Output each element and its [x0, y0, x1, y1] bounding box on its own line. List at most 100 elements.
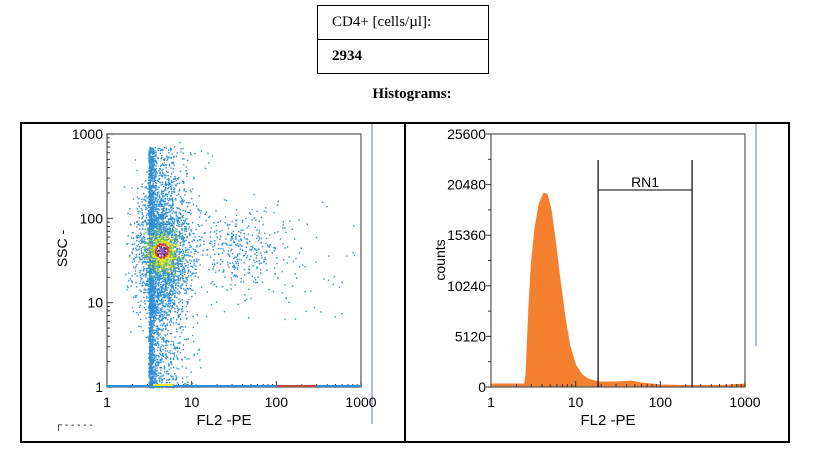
scatter-point: [143, 256, 145, 259]
scatter-point: [203, 240, 205, 243]
scatter-point: [153, 354, 156, 356]
scatter-point: [192, 232, 194, 235]
scatter-point: [165, 303, 167, 305]
scatter-point: [157, 271, 159, 274]
scatter-point: [204, 231, 207, 234]
scatter-point: [165, 221, 168, 223]
scatter-point: [172, 286, 174, 289]
scatter-point: [161, 316, 164, 318]
scatter-point: [154, 259, 156, 261]
scatter-point: [149, 180, 151, 182]
scatter-point: [156, 179, 159, 182]
scatter-point: [129, 278, 131, 280]
scatter-point: [172, 291, 174, 293]
scatter-point: [150, 276, 152, 279]
scatter-point: [171, 197, 174, 199]
scatter-point: [138, 306, 141, 308]
scatter-point: [160, 299, 163, 302]
scatter-point: [187, 228, 190, 230]
scatter-point: [183, 273, 186, 276]
scatter-point: [153, 336, 155, 338]
scatter-point: [189, 259, 191, 261]
scatter-point: [185, 292, 188, 294]
scatter-point: [152, 304, 154, 307]
scatter-point: [134, 267, 137, 269]
scatter-point: [128, 254, 131, 257]
scatter-point: [182, 147, 184, 150]
scatter-point: [228, 244, 230, 246]
scatter-point: [213, 283, 216, 286]
scatter-point: [159, 236, 161, 239]
scatter-point: [179, 300, 181, 302]
scatter-point: [161, 386, 163, 389]
scatter-point: [166, 350, 169, 352]
scatter-point: [160, 295, 162, 297]
scatter-point: [145, 254, 148, 256]
scatter-point: [148, 324, 151, 326]
scatter-point: [186, 201, 188, 204]
scatter-point: [153, 310, 155, 312]
scatter-point: [159, 275, 161, 278]
scatter-point: [153, 222, 155, 224]
scatter-point: [151, 300, 153, 303]
scatter-point: [159, 147, 161, 150]
scatter-point: [167, 202, 169, 204]
scatter-point: [164, 295, 167, 297]
scatter-point: [132, 231, 134, 234]
scatter-point: [155, 274, 157, 276]
scatter-point: [155, 279, 157, 281]
scatter-point: [139, 274, 142, 277]
scatter-point: [145, 317, 147, 319]
scatter-point: [147, 233, 149, 235]
scatter-point: [160, 191, 163, 193]
scatter-point: [236, 275, 238, 278]
scatter-point: [149, 248, 151, 250]
scatter-point: [241, 249, 244, 251]
scatter-point: [265, 263, 267, 265]
scatter-point: [150, 348, 152, 351]
scatter-point: [146, 224, 148, 226]
scatter-point: [148, 264, 150, 267]
scatter-point: [131, 237, 133, 239]
scatter-point: [130, 285, 132, 287]
scatter-point: [164, 279, 167, 282]
scatter-point: [188, 223, 190, 225]
scatter-point: [176, 194, 178, 197]
scatter-point: [194, 152, 196, 155]
scatter-point: [149, 268, 151, 270]
scatter-point: [154, 381, 156, 383]
scatter-point: [153, 316, 156, 318]
scatter-point: [153, 175, 156, 177]
scatter-point: [183, 164, 185, 166]
scatter-point: [187, 223, 189, 225]
scatter-point: [221, 229, 223, 232]
scatter-point: [149, 354, 151, 356]
scatter-point: [160, 275, 163, 277]
scatter-point: [195, 250, 197, 253]
scatter-point: [274, 247, 277, 249]
scatter-point: [154, 193, 156, 195]
scatter-point: [151, 169, 153, 171]
scatter-point: [217, 253, 220, 256]
scatter-point: [151, 376, 153, 379]
scatter-point: [180, 269, 182, 271]
scatter-point: [152, 223, 154, 225]
scatter-point: [151, 232, 154, 234]
scatter-point: [164, 350, 167, 352]
scatter-point: [150, 177, 152, 179]
scatter-point: [150, 227, 152, 230]
scatter-point: [157, 222, 160, 224]
scatter-point: [152, 322, 154, 324]
scatter-point: [213, 231, 216, 233]
scatter-point: [224, 216, 227, 218]
scatter-point: [152, 366, 155, 368]
scatter-point: [143, 242, 146, 245]
scatter-point: [172, 236, 174, 239]
scatter-point: [151, 157, 153, 159]
scatter-point: [155, 317, 157, 319]
scatter-point: [148, 248, 150, 250]
scatter-point: [139, 235, 142, 237]
scatter-point: [155, 287, 157, 289]
y-tick-label: 100: [80, 210, 104, 226]
scatter-point: [179, 317, 182, 320]
